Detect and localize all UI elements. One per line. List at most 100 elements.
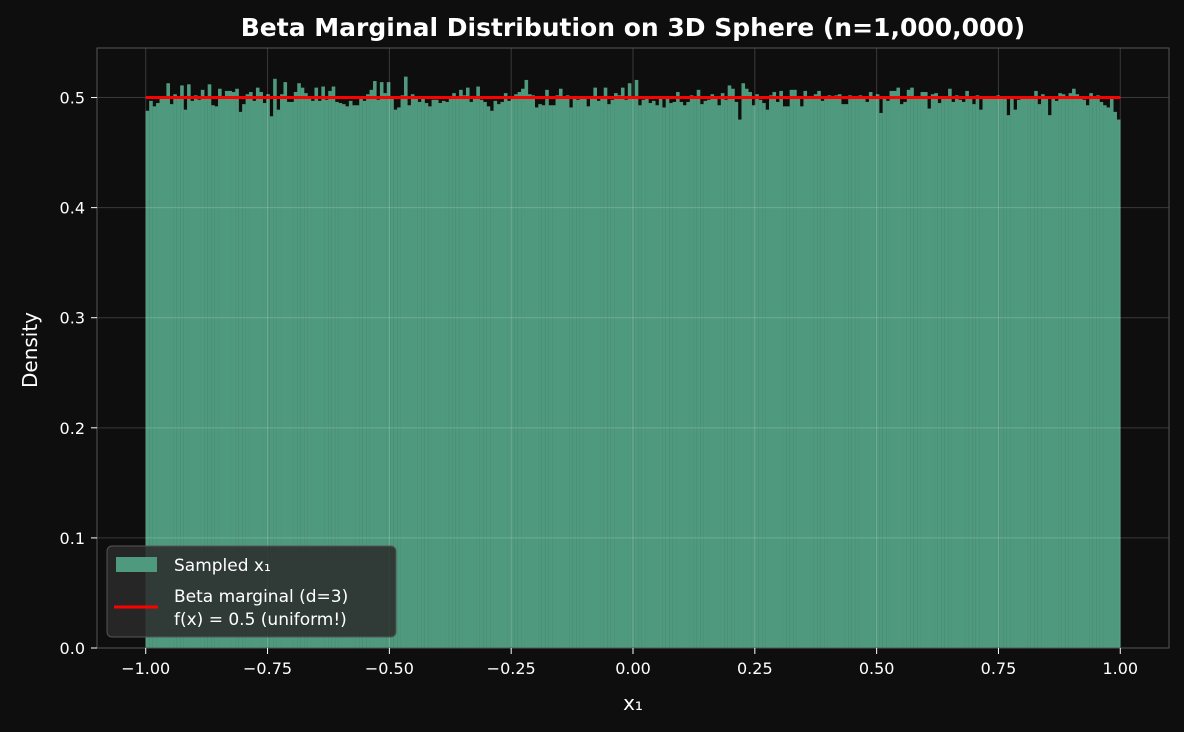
histogram-bar [259,92,263,649]
histogram-bar [948,88,952,648]
histogram-bar [844,104,849,648]
histogram-bar [252,100,257,648]
histogram-bar [875,94,880,649]
histogram-bar [1085,105,1090,649]
y-tick-label: 0.4 [60,199,85,218]
histogram-bar [552,105,556,649]
histogram-bar [307,98,312,648]
histogram-bar [806,98,811,648]
histogram-bar [731,88,735,648]
histogram-bar [314,87,319,648]
histogram-bar [383,93,387,648]
histogram-bar [682,105,687,649]
histogram-bar [538,104,542,648]
histogram-bar [679,101,684,649]
histogram-bar [979,109,983,649]
histogram-bar [803,90,808,648]
histogram-bar [917,97,921,649]
histogram-bar [534,107,539,649]
histogram-bar [507,100,511,648]
histogram-bar [414,97,418,649]
y-tick-label: 0.3 [60,309,85,328]
histogram-bar [631,97,635,649]
histogram-bar [889,90,894,648]
histogram-bar [1068,93,1073,648]
histogram-bar [965,90,969,648]
histogram-bar [775,101,780,649]
histogram-bar [892,90,897,648]
histogram-bar [855,97,859,649]
histogram-bar [651,100,656,648]
histogram-bar [696,89,701,649]
histogram-bar [655,105,659,649]
histogram-bar [1027,97,1031,649]
histogram-bar [985,96,990,648]
histogram-bar [707,99,711,649]
histogram-bar [1051,97,1055,649]
histogram-bar [858,95,863,648]
histogram-bar [1023,96,1028,648]
histogram-bar [610,99,615,649]
histogram-bar [262,103,267,648]
histogram-bar [1010,97,1014,649]
histogram-bar [331,86,336,649]
histogram-bar [713,98,718,648]
histogram-bar [689,95,694,648]
histogram-bar [524,79,529,648]
histogram-bar [820,100,825,648]
histogram-bar [786,106,790,648]
histogram-bar [851,96,856,648]
x-tick-label: 0.75 [981,659,1017,678]
histogram-bar [228,90,232,648]
histogram-bar [448,98,453,648]
histogram-bar [400,95,405,648]
histogram-bar [565,95,570,648]
histogram-bar [572,97,577,649]
histogram-bar [607,104,611,648]
histogram-bar [641,99,646,649]
histogram-bar [614,93,618,648]
y-tick-label: 0.0 [60,639,85,658]
histogram-bar [1078,97,1083,649]
histogram-bar [156,103,160,648]
histogram-bar [541,105,546,649]
histogram-bar [827,95,832,648]
histogram-bar [862,97,866,649]
histogram-bar [672,101,677,649]
y-tick-label: 0.2 [60,419,85,438]
histogram-bar [245,94,250,649]
histogram-bar [255,87,260,648]
histogram-bar [793,89,797,649]
x-tick-label: −1.00 [121,659,170,678]
histogram-bar [476,86,480,649]
histogram-bar [1013,109,1018,649]
histogram-bar [586,106,591,648]
histogram-bar [831,97,835,649]
histogram-bar [183,109,188,649]
histogram-bar [169,104,174,648]
histogram-bar [359,98,363,648]
histogram-bar [944,96,949,648]
legend-swatch-histogram [116,557,157,572]
histogram-bar [1030,97,1035,649]
histogram-bar [379,82,384,649]
histogram-bar [490,110,494,648]
histogram-bar [782,106,787,648]
histogram-bar [393,109,398,649]
histogram-bar [841,104,845,648]
histogram-bar [224,90,229,648]
histogram-bar [627,83,632,648]
histogram-bar [755,94,759,649]
histogram-bar [1082,99,1086,649]
histogram-bar [961,101,966,649]
histogram-bar [772,92,777,649]
histogram-bar [662,107,666,649]
histogram-bar [269,116,274,648]
histogram-bar [545,89,549,649]
histogram-bar [1003,96,1007,648]
histogram-bar [558,88,563,648]
histogram-bar [548,105,553,649]
histogram-bar [304,93,308,648]
legend-label-beta-line-2: f(x) = 0.5 (uniform!) [174,610,347,630]
